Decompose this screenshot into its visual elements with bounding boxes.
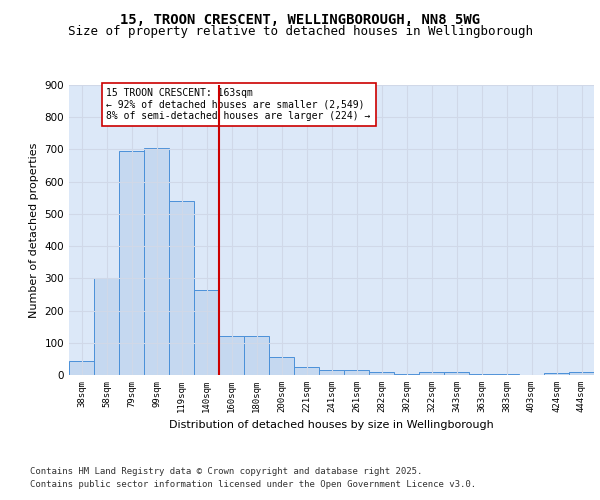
Bar bbox=[494, 374, 519, 375]
Text: 15, TROON CRESCENT, WELLINGBOROUGH, NN8 5WG: 15, TROON CRESCENT, WELLINGBOROUGH, NN8 … bbox=[120, 12, 480, 26]
Bar bbox=[219, 336, 244, 375]
Bar bbox=[419, 372, 444, 375]
Bar bbox=[469, 374, 494, 375]
Text: 15 TROON CRESCENT: 163sqm
← 92% of detached houses are smaller (2,549)
8% of sem: 15 TROON CRESCENT: 163sqm ← 92% of detac… bbox=[107, 88, 371, 122]
Bar bbox=[344, 370, 369, 375]
Bar bbox=[544, 374, 569, 375]
Text: Size of property relative to detached houses in Wellingborough: Size of property relative to detached ho… bbox=[67, 25, 533, 38]
Bar bbox=[69, 360, 94, 375]
Bar bbox=[169, 201, 194, 375]
Bar bbox=[119, 151, 144, 375]
X-axis label: Distribution of detached houses by size in Wellingborough: Distribution of detached houses by size … bbox=[169, 420, 494, 430]
Bar bbox=[444, 372, 469, 375]
Text: Contains public sector information licensed under the Open Government Licence v3: Contains public sector information licen… bbox=[30, 480, 476, 489]
Bar bbox=[394, 374, 419, 375]
Bar bbox=[194, 290, 219, 375]
Y-axis label: Number of detached properties: Number of detached properties bbox=[29, 142, 39, 318]
Text: Contains HM Land Registry data © Crown copyright and database right 2025.: Contains HM Land Registry data © Crown c… bbox=[30, 467, 422, 476]
Bar bbox=[369, 372, 394, 375]
Bar bbox=[319, 370, 344, 375]
Bar bbox=[569, 372, 594, 375]
Bar bbox=[269, 356, 294, 375]
Bar bbox=[94, 278, 119, 375]
Bar bbox=[144, 148, 169, 375]
Bar bbox=[244, 336, 269, 375]
Bar bbox=[294, 367, 319, 375]
